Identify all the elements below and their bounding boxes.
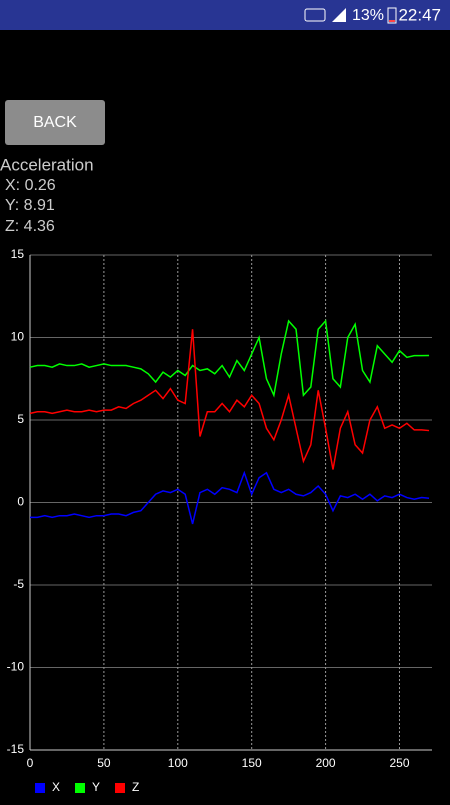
data-line (30, 470, 430, 525)
y-tick-label: -10 (7, 660, 25, 674)
legend-swatch (35, 783, 45, 793)
battery-level (389, 20, 395, 22)
x-tick-label: 50 (97, 756, 111, 770)
y-tick-label: -15 (7, 742, 25, 756)
readout-line: Z: 4.36 (5, 218, 55, 235)
y-tick-label: -5 (13, 577, 24, 591)
signal-icon (332, 8, 346, 22)
y-tick-label: 0 (17, 495, 24, 509)
readout-line: X: 0.26 (5, 177, 56, 194)
legend-swatch (75, 783, 85, 793)
legend-label: X (52, 780, 60, 794)
back-button[interactable] (5, 100, 105, 145)
data-line (29, 329, 430, 470)
x-tick-label: 150 (242, 756, 262, 770)
back-button-label[interactable]: BACK (33, 114, 77, 131)
x-tick-label: 0 (27, 756, 34, 770)
legend-swatch (115, 783, 125, 793)
data-line (29, 319, 430, 398)
status-bar (0, 0, 450, 30)
volte-icon (304, 8, 326, 22)
legend-label: Y (92, 780, 100, 794)
clock: 22:47 (398, 5, 441, 24)
readout-title: Acceleration (0, 155, 94, 174)
x-tick-label: 200 (316, 756, 336, 770)
battery-percent: 13% (352, 7, 384, 24)
y-tick-label: 10 (11, 330, 25, 344)
y-tick-label: 5 (17, 412, 24, 426)
battery-icon (387, 7, 397, 24)
x-tick-label: 100 (168, 756, 188, 770)
y-tick-label: 15 (11, 247, 25, 261)
legend-label: Z (132, 780, 139, 794)
x-tick-label: 250 (389, 756, 409, 770)
readout-line: Y: 8.91 (5, 197, 55, 214)
